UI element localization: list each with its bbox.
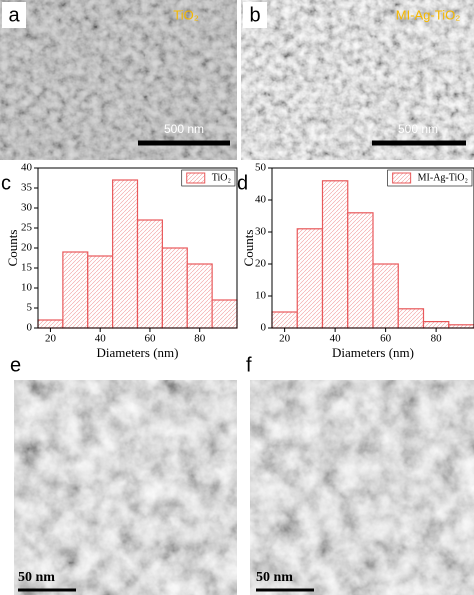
histogram-bar <box>136 219 163 329</box>
x-axis-label: Diameters (nm) <box>332 345 414 360</box>
y-tick-label: 50 <box>255 162 267 174</box>
histogram-bar <box>37 319 64 329</box>
histogram-bar <box>397 308 425 329</box>
y-tick-label: 20 <box>255 258 267 270</box>
y-axis-label: Counts <box>241 230 256 267</box>
y-tick-label: 40 <box>255 194 267 206</box>
y-tick-label: 40 <box>21 162 33 174</box>
histogram-bar <box>321 180 349 329</box>
scale-bar-label: 50 nm <box>18 570 55 585</box>
legend-frame <box>387 169 473 187</box>
plot-frame <box>271 167 474 329</box>
image-caption: TiO₂ <box>173 7 199 22</box>
panel-label: e <box>10 354 21 376</box>
x-tick-label: 20 <box>45 333 57 345</box>
histogram-bar <box>422 321 450 329</box>
legend-swatch <box>186 172 206 184</box>
y-tick-label: 0 <box>261 322 267 334</box>
x-axis-label: Diameters (nm) <box>97 345 179 360</box>
histogram-bar <box>87 255 114 329</box>
histogram-bar <box>112 179 139 329</box>
y-tick-label: 15 <box>21 262 33 274</box>
x-tick-label: 40 <box>95 333 107 345</box>
sem-image <box>0 0 237 160</box>
panel-label: b <box>249 4 260 26</box>
y-tick-label: 5 <box>27 302 33 314</box>
tem-image <box>250 380 474 595</box>
tem-image <box>14 380 237 595</box>
scale-bar-label: 500 nm <box>164 122 204 136</box>
scale-bar-label: 50 nm <box>256 570 293 585</box>
histogram-bar <box>161 247 188 329</box>
sem-image <box>241 0 474 160</box>
panel-label: a <box>8 4 20 26</box>
label-box <box>2 2 26 28</box>
y-tick-label: 30 <box>21 202 33 214</box>
histogram-bar <box>296 228 324 329</box>
x-tick-label: 80 <box>194 333 206 345</box>
y-tick-label: 10 <box>255 290 267 302</box>
y-tick-label: 0 <box>27 322 33 334</box>
panel-label: f <box>246 354 252 376</box>
legend-label: TiO₂ <box>212 172 231 183</box>
scale-bar-label: 500 nm <box>398 122 438 136</box>
panel-label: c <box>1 172 11 194</box>
x-tick-label: 80 <box>431 333 443 345</box>
histogram-bar <box>271 311 298 329</box>
sem-tone <box>0 0 237 160</box>
x-tick-label: 40 <box>330 333 342 345</box>
y-tick-label: 35 <box>21 182 33 194</box>
histogram-bar <box>186 263 213 329</box>
panel-label: d <box>237 172 248 194</box>
y-tick-label: 20 <box>21 242 33 254</box>
histogram-bar <box>211 299 238 329</box>
x-tick-label: 60 <box>380 333 392 345</box>
histogram-bar <box>372 263 399 329</box>
histogram-bar <box>62 251 89 329</box>
legend-swatch <box>392 172 412 184</box>
label-box <box>243 2 267 28</box>
legend-frame <box>181 169 236 187</box>
x-tick-label: 20 <box>279 333 291 345</box>
y-tick-label: 30 <box>255 226 267 238</box>
y-tick-label: 10 <box>21 282 33 294</box>
histogram-bar <box>347 212 374 329</box>
y-axis-label: Counts <box>5 230 20 267</box>
legend-label: MI-Ag-TiO₂ <box>418 172 468 183</box>
x-tick-label: 60 <box>144 333 156 345</box>
image-caption: MI-Ag-TiO₂ <box>396 7 461 22</box>
y-tick-label: 25 <box>21 222 33 234</box>
